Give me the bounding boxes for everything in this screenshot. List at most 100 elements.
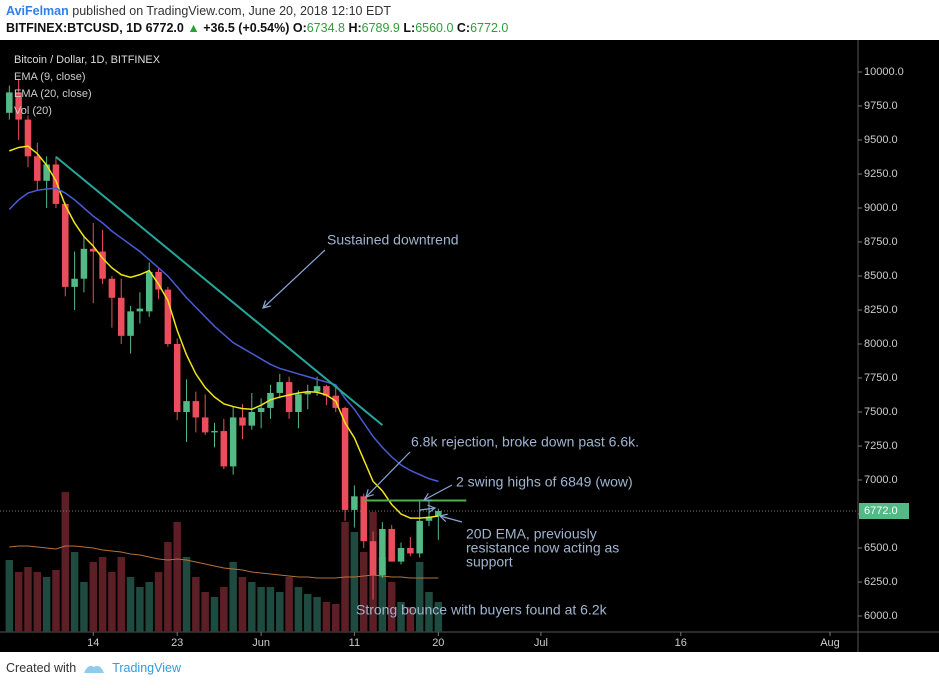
candle-body [435,511,442,517]
ema-line [9,145,439,519]
volume-bar [257,587,265,632]
volume-bar [126,577,135,632]
chart-title: Bitcoin / Dollar, 1D, BITFINEX [14,54,161,66]
o: 6734.8 [306,21,345,35]
created: Created with [6,661,77,675]
x-tick-label: 16 [675,637,687,649]
annotation: 2 swing highs of 6849 (wow) [456,474,633,490]
annotation: 20D EMA, previously [466,526,597,542]
candle-body [397,548,405,562]
volume-bar [136,587,144,632]
volume-bar [192,577,200,632]
c-label: C: [456,21,471,35]
c: 6772.0 [470,21,509,35]
footer: Created with TradingView [6,661,181,675]
volume-bar [229,562,237,632]
l-label: L: [403,21,416,35]
volume-bar [313,597,321,632]
trendline [55,156,384,426]
x-tick-label: 14 [87,637,99,649]
candle-body [276,382,284,393]
volume-bar [14,572,23,632]
volume-bar [80,582,88,632]
candle-body [201,417,209,433]
candle-body [388,528,395,562]
header-line-1: AviFelman published on TradingView.com, … [6,3,508,20]
candle-body [285,382,293,412]
legend-ema9: EMA (9, close) [14,71,86,83]
author[interactable]: AviFelman [6,4,69,18]
candle-body [24,119,32,157]
y-tick-label: 6250.0 [864,576,898,588]
arrow [419,507,436,511]
volume-bar [182,557,191,632]
brand[interactable]: TradingView [112,661,181,675]
change: +36.5 (+0.54%) [203,21,290,35]
x-tick-label: Jul [534,637,548,649]
volume-bar [117,557,125,632]
candle-body [257,407,265,412]
candle-body [211,431,218,433]
legend-volume: Vol (20) [14,105,52,117]
candle-body [425,516,433,521]
volume-bar [304,594,312,632]
candle-body [89,248,97,252]
candle-body [369,541,377,576]
candle-body [62,203,69,287]
x-tick-label: 11 [349,637,360,649]
candle-body [379,528,386,576]
volume-bar [387,582,396,632]
symbol: BITFINEX:BTCUSD, 1D [6,21,143,35]
legend-ema20: EMA (20, close) [14,88,92,100]
volume-bar [42,577,51,632]
candle-body [351,496,358,510]
chart: 6000.06250.06500.06750.07000.07250.07500… [0,40,939,652]
x-tick-label: 23 [171,637,183,649]
y-tick-label: 8500.0 [864,270,898,282]
volume-bar [61,492,70,632]
volume-bar [238,577,247,632]
volume-bar [108,572,116,632]
volume-bar [210,597,219,632]
volume-bar [89,562,97,632]
candle-body [80,248,88,279]
candle-body [117,297,125,336]
candle-body [416,520,423,554]
volume-bar [415,562,424,632]
candle-body [71,278,78,287]
volume-bar [266,587,275,632]
volume-bar [5,560,14,632]
volume-bar [33,572,42,632]
volume-bar [164,542,172,632]
candle-body [43,164,50,181]
marks: 6000.06250.06500.06750.07000.07250.07500… [0,66,909,649]
header-line-2: BITFINEX:BTCUSD, 1D 6772.0 ▲ +36.5 (+0.5… [6,20,508,37]
y-tick-label: 9000.0 [864,202,898,214]
y-tick-label: 8750.0 [864,236,898,248]
x-tick-label: 20 [432,637,444,649]
x-tick-label: Aug [820,637,840,649]
header: AviFelman published on TradingView.com, … [6,3,508,37]
candle-body [323,386,330,396]
annotation: 6.8k rejection, broke down past 6.6k. [411,434,639,450]
candle-body [220,431,228,467]
candle-body [99,251,106,279]
candle-body [164,289,172,344]
candle-body [341,407,349,510]
volume-bar [425,592,433,632]
y-tick-label: 8250.0 [864,304,898,316]
volume-bar [173,522,181,632]
h-label: H: [348,21,362,35]
candle-body [183,401,190,412]
arrow-head [262,300,271,309]
candle-body [15,92,22,120]
arrow [439,515,463,523]
annotation: resistance now acting as [466,540,619,556]
y-tick-label: 7250.0 [864,440,898,452]
candle-body [145,271,153,312]
last: 6772.0 [145,21,184,35]
volume-bar [332,604,340,632]
volume-bar [397,602,405,632]
candle-body [239,417,246,426]
